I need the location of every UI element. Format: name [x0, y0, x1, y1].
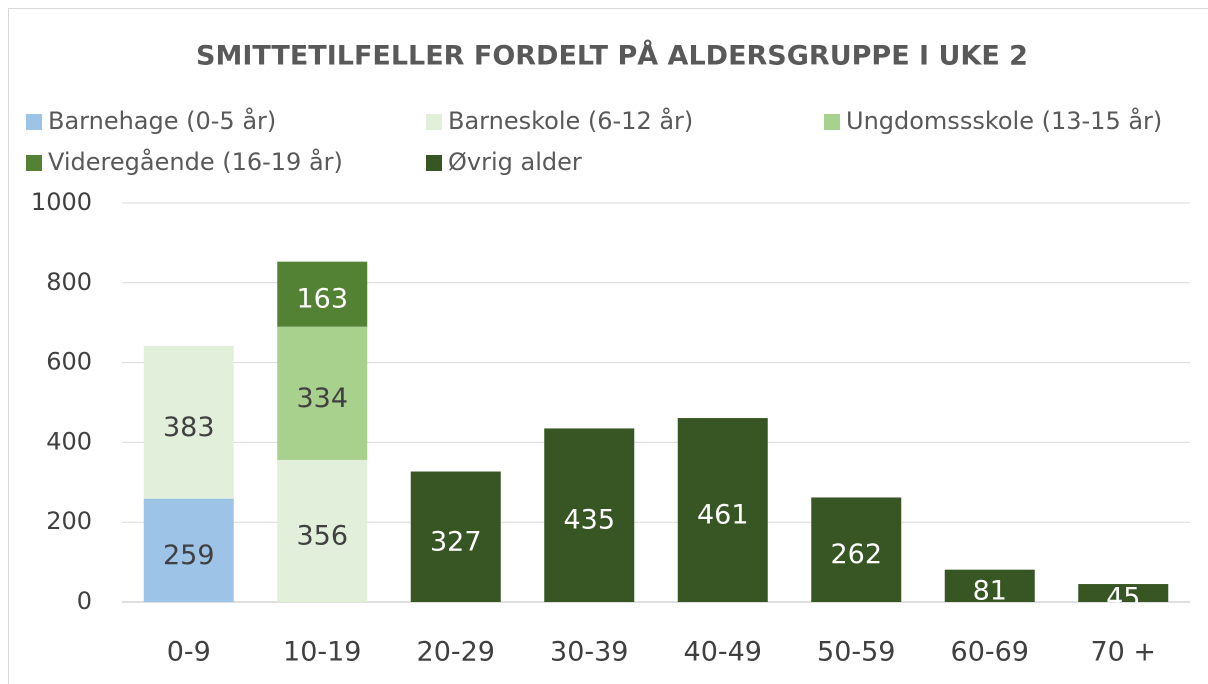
x-tick-label: 50-59	[817, 637, 895, 668]
data-label: 81	[973, 575, 1007, 606]
legend-swatch	[26, 114, 42, 130]
bar-segment	[677, 418, 768, 602]
legend-label: Øvrig alder	[448, 148, 582, 176]
y-tick-label: 600	[46, 348, 92, 376]
data-label: 356	[296, 520, 348, 551]
bar-segment	[277, 459, 368, 602]
bar-segment	[811, 497, 902, 602]
bar-segment	[277, 326, 368, 460]
bar-segment	[410, 471, 501, 602]
y-tick-label: 1000	[31, 188, 92, 216]
legend-label: Barnehage (0-5 år)	[48, 106, 276, 135]
bar-segment	[944, 569, 1035, 602]
bar-segment	[143, 345, 234, 499]
legend-swatch	[26, 155, 42, 171]
x-tick-label: 40-49	[684, 637, 762, 668]
data-label: 334	[296, 383, 348, 414]
data-label: 262	[830, 539, 882, 570]
data-label: 259	[163, 540, 215, 571]
data-label: 383	[163, 412, 215, 443]
x-tick-label: 30-39	[550, 637, 628, 668]
data-label: 45	[1106, 583, 1140, 614]
y-tick-label: 0	[77, 587, 92, 615]
x-tick-label: 10-19	[283, 637, 361, 668]
legend-swatch	[824, 114, 840, 130]
legend-swatch	[426, 155, 442, 171]
data-label: 163	[296, 284, 348, 315]
x-tick-label: 0-9	[167, 637, 211, 668]
data-label: 435	[563, 505, 615, 536]
legend-label: Videregående (16-19 år)	[48, 147, 343, 176]
y-tick-label: 800	[46, 268, 92, 296]
bar-segment	[143, 498, 234, 602]
data-label: 327	[430, 526, 482, 557]
x-tick-label: 20-29	[417, 637, 495, 668]
x-tick-label: 70 +	[1090, 637, 1156, 668]
chart-title: SMITTETILFELLER FORDELT PÅ ALDERSGRUPPE …	[196, 40, 1028, 72]
y-tick-label: 400	[46, 427, 92, 455]
y-tick-label: 200	[46, 507, 92, 535]
x-tick-label: 60-69	[951, 637, 1029, 668]
bar-segment	[277, 261, 368, 327]
legend-swatch	[426, 114, 442, 130]
bar-segment	[1078, 584, 1169, 602]
legend-label: Ungdomssskole (13-15 år)	[846, 106, 1162, 135]
legend-label: Barneskole (6-12 år)	[448, 106, 693, 135]
data-label: 461	[697, 500, 749, 531]
bar-segment	[544, 428, 635, 602]
